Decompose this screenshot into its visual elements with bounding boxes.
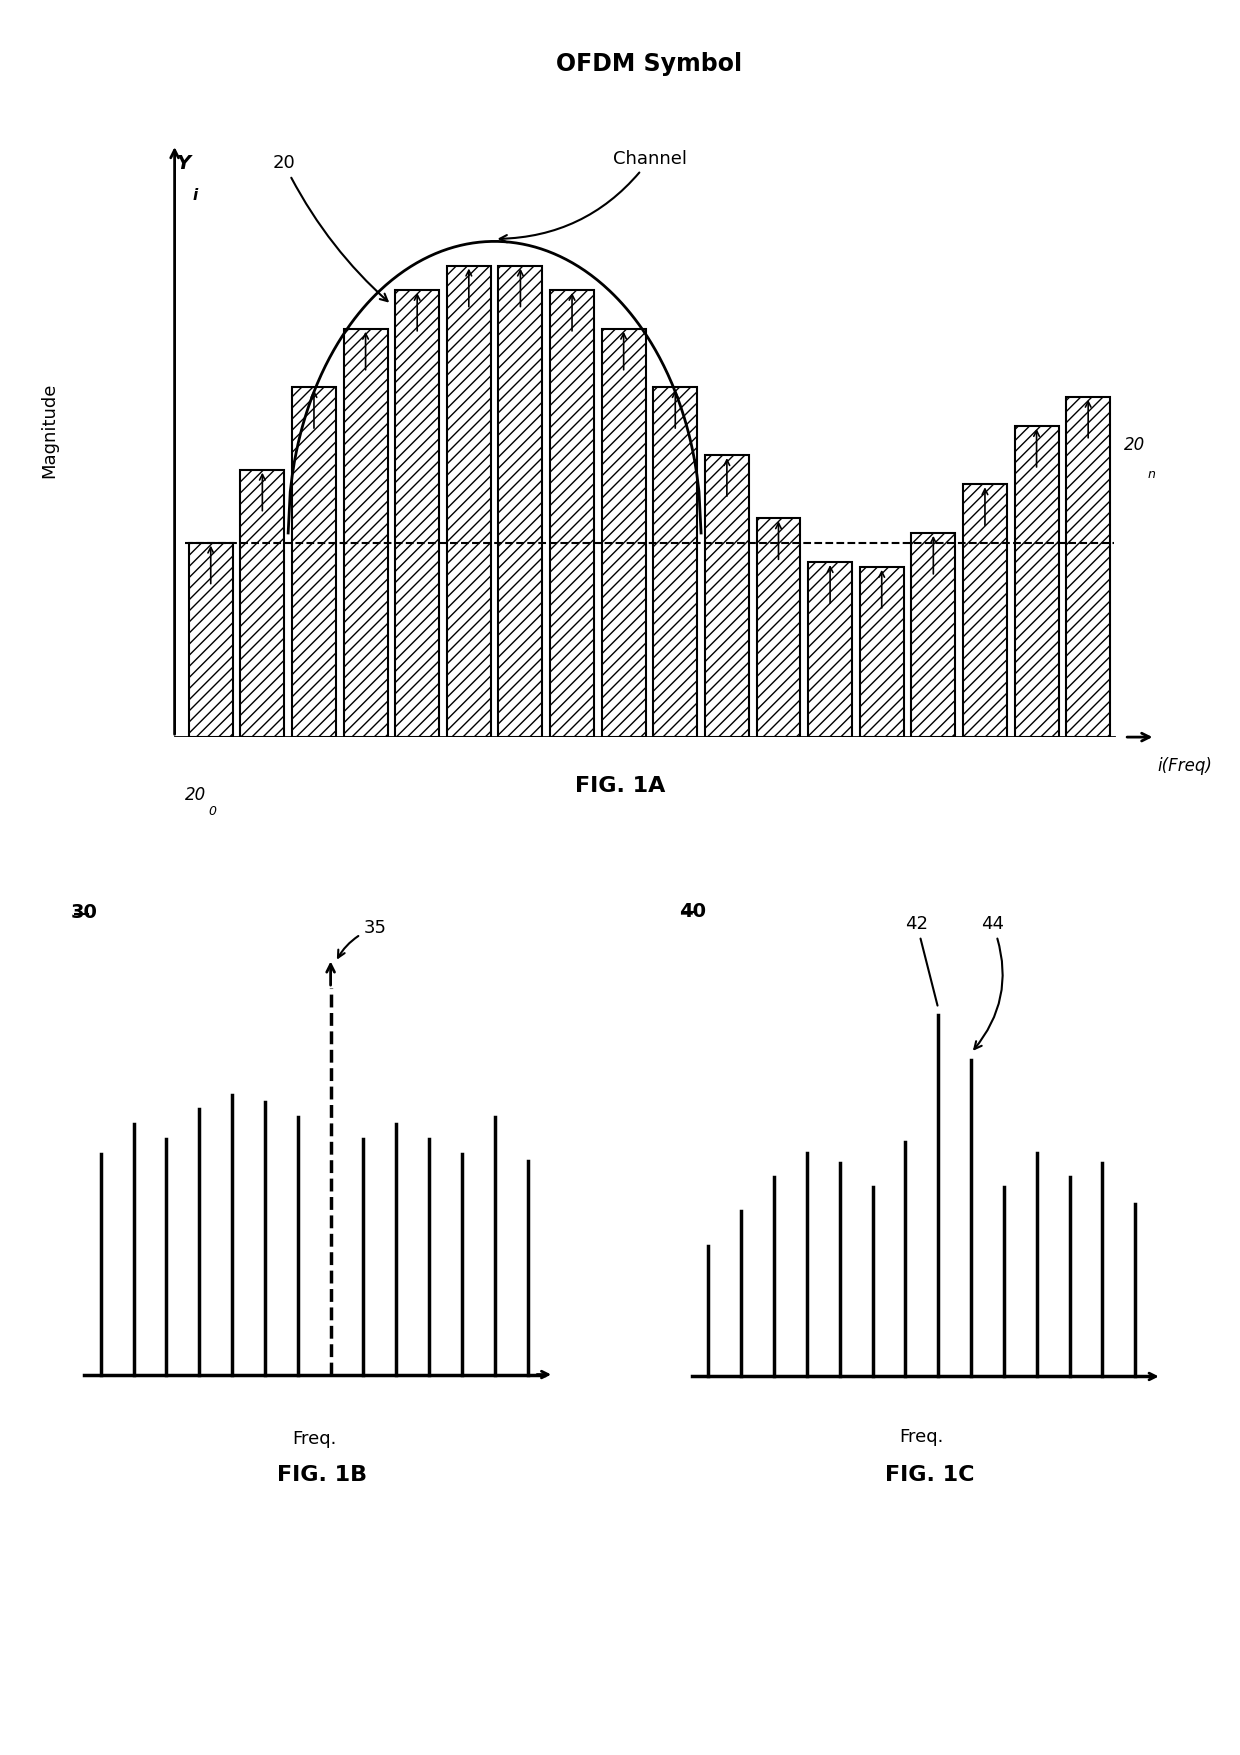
Text: FIG. 1A: FIG. 1A — [575, 776, 665, 795]
Bar — [963, 484, 1007, 737]
Text: Channel: Channel — [500, 149, 687, 242]
Bar — [808, 562, 852, 737]
Text: 0: 0 — [208, 806, 216, 818]
Bar — [859, 567, 904, 737]
Text: Y: Y — [177, 154, 191, 174]
Text: Freq.: Freq. — [291, 1430, 336, 1448]
Bar — [446, 265, 491, 737]
Text: 35: 35 — [339, 918, 387, 958]
Bar — [653, 388, 697, 737]
Text: n: n — [1147, 469, 1156, 481]
Bar — [343, 328, 388, 737]
Bar — [293, 388, 336, 737]
Text: 42: 42 — [905, 914, 937, 1006]
Bar — [498, 265, 542, 737]
Text: OFDM Symbol: OFDM Symbol — [557, 53, 743, 75]
Text: 44: 44 — [975, 914, 1004, 1049]
Text: 20: 20 — [1125, 437, 1146, 455]
Bar — [188, 542, 233, 737]
Text: FIG. 1C: FIG. 1C — [885, 1465, 975, 1485]
Text: 20: 20 — [185, 786, 206, 804]
Text: FIG. 1B: FIG. 1B — [278, 1465, 367, 1485]
Bar — [1014, 426, 1059, 737]
Text: Freq.: Freq. — [899, 1429, 944, 1446]
Bar — [551, 290, 594, 737]
Bar — [396, 290, 439, 737]
Text: i(Freq): i(Freq) — [1158, 756, 1213, 774]
Bar — [706, 455, 749, 737]
Text: 40: 40 — [678, 902, 706, 921]
Bar — [756, 518, 801, 737]
Text: 30: 30 — [71, 904, 98, 923]
Bar — [1066, 397, 1110, 737]
Text: Magnitude: Magnitude — [41, 383, 58, 477]
Text: 20: 20 — [273, 154, 388, 302]
Bar — [911, 534, 955, 737]
Text: i: i — [192, 188, 198, 204]
Bar — [241, 470, 284, 737]
Bar — [601, 328, 646, 737]
